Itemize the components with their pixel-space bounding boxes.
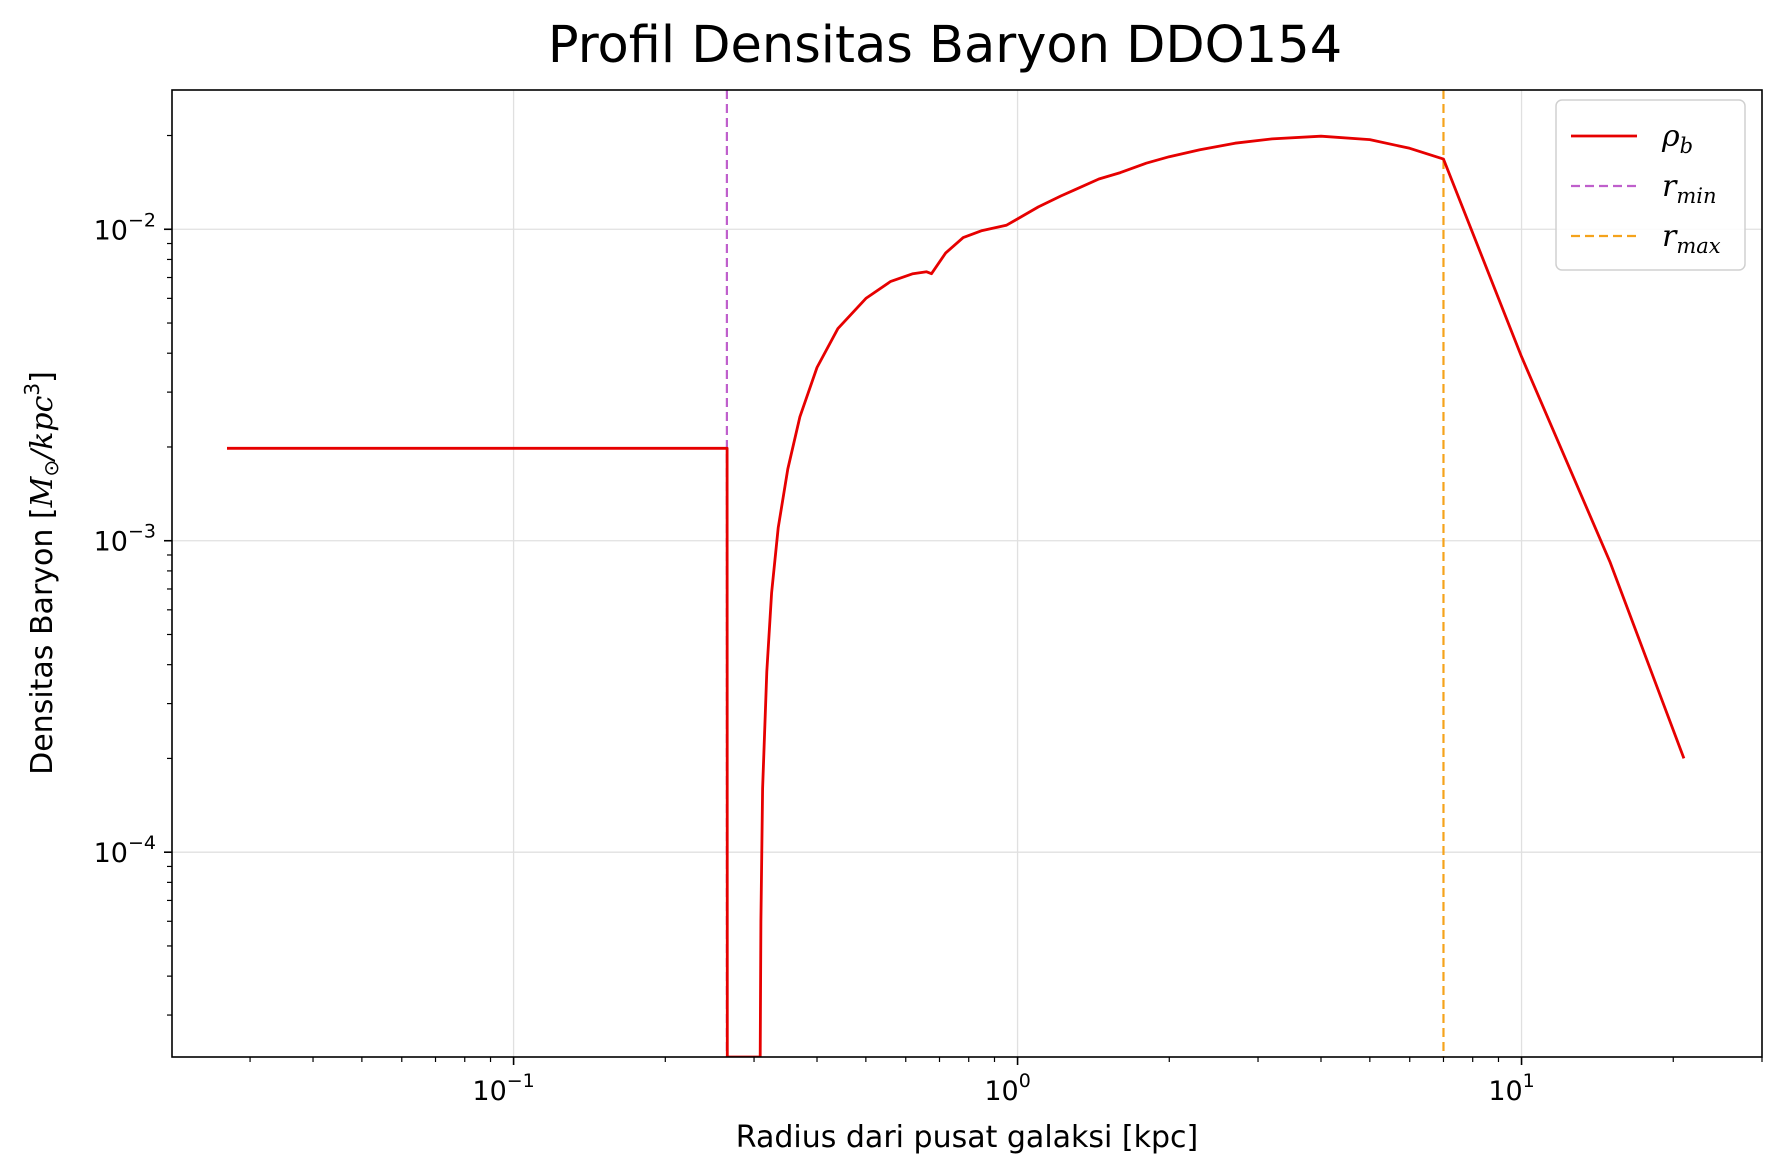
y-tick-label: 10−2 (94, 209, 156, 246)
y-axis-label-text: Densitas Baryon [ (25, 507, 60, 775)
series-line-rho-b (227, 134, 1686, 1057)
y-tick-label: 10−3 (94, 521, 156, 558)
plot-frame (171, 89, 1763, 1058)
legend-label: rmin (1662, 169, 1717, 208)
legend-label: ρb (1661, 119, 1693, 158)
y-axis-label-sun: ⊙ (39, 460, 63, 477)
y-tick-label: 10−4 (94, 832, 156, 869)
chart-title: Profil Densitas Baryon DDO154 (548, 16, 1342, 75)
y-axis-label-kpc: /kpc (25, 395, 60, 462)
legend-box (1555, 99, 1746, 271)
legend-items: ρb rmin rmax (1571, 119, 1721, 258)
y-axis-label-exp: 3 (20, 383, 44, 396)
x-tick-label: 10−1 (472, 1070, 534, 1107)
y-axis-label-mass: M (25, 475, 60, 508)
axis-ticks: 10−1 100 101 10−4 10−3 10−2 (94, 134, 1763, 1107)
grid-lines (172, 90, 1762, 1057)
legend-label: rmax (1662, 219, 1721, 258)
x-axis-label: Radius dari pusat galaksi [kpc] (736, 1120, 1198, 1155)
y-axis-label: Densitas Baryon [M⊙/kpc3] (20, 371, 63, 775)
y-axis-label-close: ] (25, 371, 60, 383)
x-tick-label: 101 (1488, 1070, 1534, 1107)
legend: ρb rmin rmax (1555, 99, 1746, 271)
x-tick-label: 100 (984, 1070, 1030, 1107)
plot-area (227, 90, 1686, 1057)
